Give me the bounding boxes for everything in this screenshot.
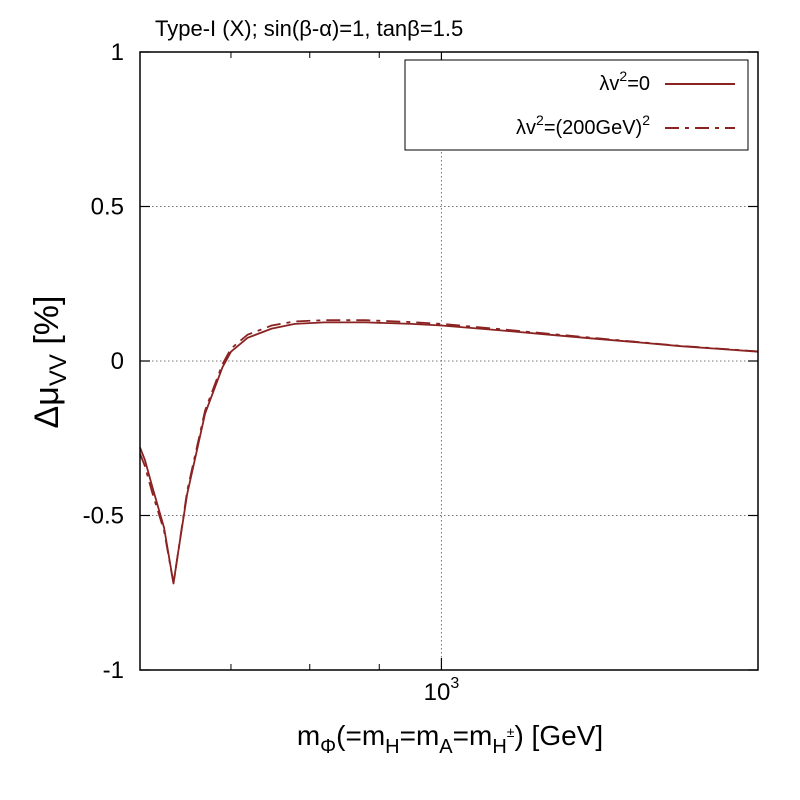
grid: [140, 52, 758, 670]
plot-frame: [139, 51, 759, 671]
legend-label-series-1: λv2=0: [599, 68, 650, 95]
axis-ticks: 1 0.5 0 -0.5 -1 103: [83, 39, 758, 706]
y-tick-label: 1: [111, 39, 124, 66]
y-tick-label: 0.5: [91, 194, 124, 221]
series-line-1: [139, 321, 759, 585]
legend-box: [404, 59, 749, 151]
y-tick-label: -0.5: [83, 503, 124, 530]
series-group: [139, 319, 759, 585]
y-tick-label: -1: [103, 657, 124, 684]
y-axis-title: ΔμVV [%]: [28, 296, 72, 429]
x-axis-title: mΦ(=mH=mA=mH±) [GeV]: [297, 720, 603, 758]
y-tick-label: 0: [111, 348, 124, 375]
legend: λv2=0 λv2=(200GeV)2: [404, 59, 749, 151]
legend-label-series-2: λv2=(200GeV)2: [516, 112, 650, 139]
chart-title: Type-I (X); sin(β-α)=1, tanβ=1.5: [155, 16, 463, 41]
x-tick-label: 103: [424, 675, 460, 706]
series-line-2: [139, 319, 759, 585]
